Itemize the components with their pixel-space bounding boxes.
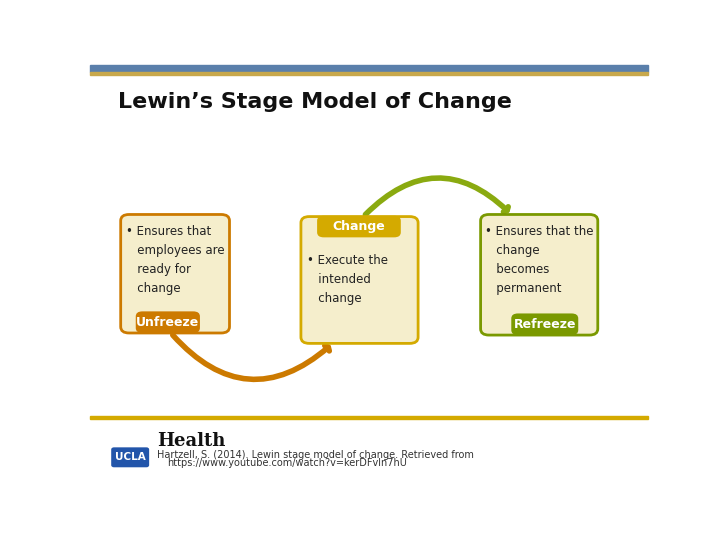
FancyBboxPatch shape — [121, 214, 230, 333]
Text: https://www.youtube.com/watch?v=kerDFvln7hU: https://www.youtube.com/watch?v=kerDFvln… — [167, 458, 407, 468]
FancyBboxPatch shape — [111, 447, 149, 467]
Text: Refreeze: Refreeze — [513, 318, 576, 331]
FancyBboxPatch shape — [301, 217, 418, 343]
FancyBboxPatch shape — [511, 313, 578, 335]
Text: Lewin’s Stage Model of Change: Lewin’s Stage Model of Change — [118, 92, 512, 112]
FancyBboxPatch shape — [481, 214, 598, 335]
Text: Health: Health — [157, 432, 225, 450]
Bar — [90, 72, 648, 75]
FancyBboxPatch shape — [317, 216, 401, 238]
Text: Unfreeze: Unfreeze — [136, 316, 199, 329]
Text: • Ensures that
   employees are
   ready for
   change: • Ensures that employees are ready for c… — [126, 225, 225, 295]
Text: • Ensures that the
   change
   becomes
   permanent: • Ensures that the change becomes perman… — [485, 225, 593, 295]
Bar — [90, 65, 648, 72]
Text: Hartzell, S. (2014). Lewin stage model of change. Retrieved from: Hartzell, S. (2014). Lewin stage model o… — [157, 450, 474, 460]
Bar — [90, 416, 648, 419]
FancyBboxPatch shape — [136, 312, 200, 333]
Text: • Execute the
   intended
   change: • Execute the intended change — [307, 254, 387, 305]
Text: UCLA: UCLA — [114, 453, 145, 462]
Text: Change: Change — [333, 220, 385, 233]
